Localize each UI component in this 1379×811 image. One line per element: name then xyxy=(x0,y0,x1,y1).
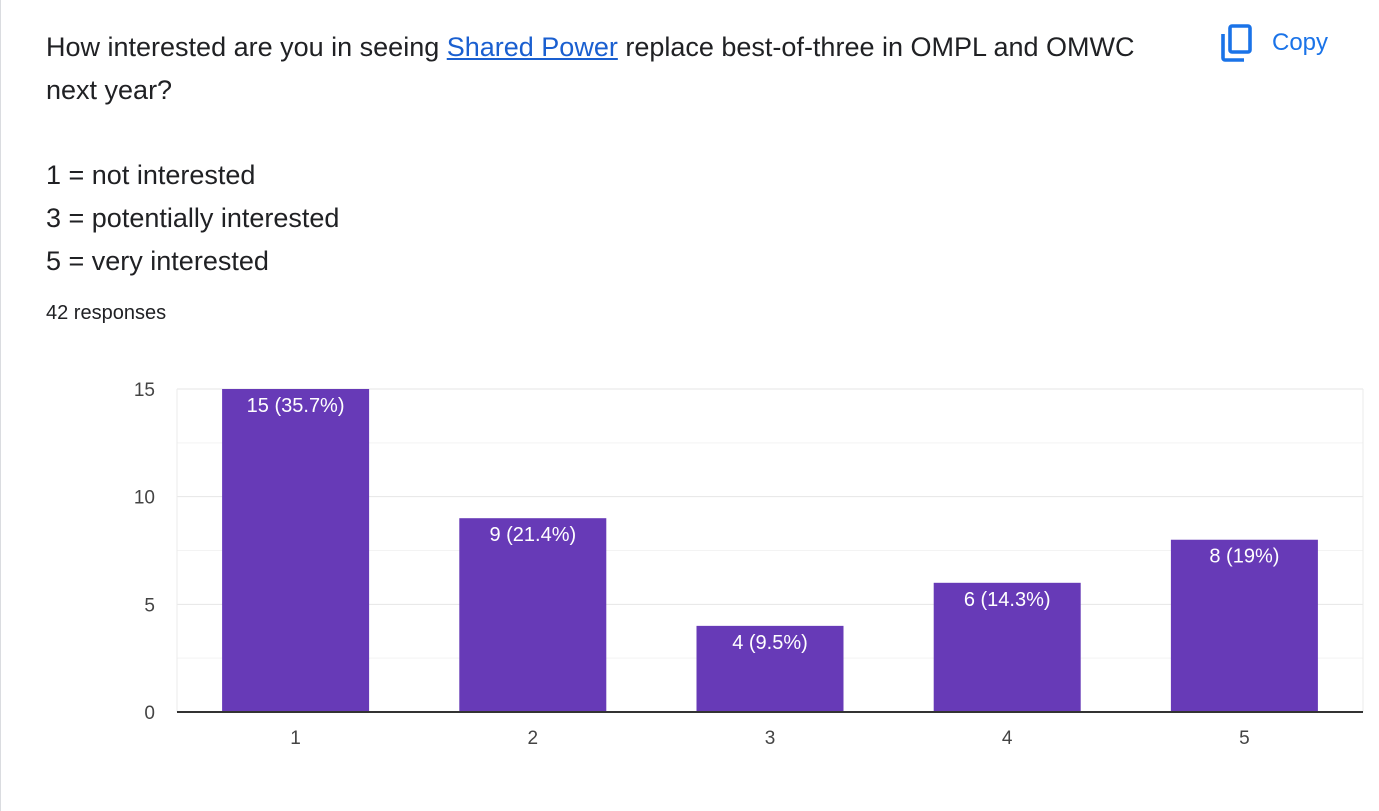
y-tick-label: 15 xyxy=(134,380,155,401)
x-tick-label: 3 xyxy=(765,728,776,749)
bar-data-label: 9 (21.4%) xyxy=(489,524,576,546)
bar-data-label: 4 (9.5%) xyxy=(732,632,808,654)
question-prefix: How interested are you in seeing xyxy=(46,32,447,62)
scale-legend-line: 1 = not interested xyxy=(46,160,256,190)
question-suffix: replace best-of-three in OMPL and OMWC n… xyxy=(46,32,1135,105)
bar xyxy=(933,582,1081,712)
responses-count: 42 responses xyxy=(46,302,167,324)
bar xyxy=(459,518,607,712)
x-tick-label: 5 xyxy=(1239,728,1250,749)
y-tick-label: 10 xyxy=(134,488,155,509)
copy-button[interactable]: Copy xyxy=(1210,20,1338,66)
x-tick-label: 2 xyxy=(528,728,539,749)
bar xyxy=(1170,539,1318,712)
bar-chart-svg: 0 5 10 15 15 (35.7%) 1 9 (21.4%) 2 4 (9.5%) 3 6 (1… xyxy=(134,380,1364,749)
x-tick-label: 4 xyxy=(1002,728,1013,749)
bar-data-label: 6 (14.3%) xyxy=(964,589,1051,611)
bar xyxy=(696,625,844,712)
scale-legend-line: 5 = very interested xyxy=(46,246,269,276)
bar xyxy=(222,389,370,712)
scale-legend-line: 3 = potentially interested xyxy=(46,203,340,233)
bar-data-label: 15 (35.7%) xyxy=(247,395,345,417)
y-tick-label: 5 xyxy=(144,595,155,616)
question-title: How interested are you in seeing Shared … xyxy=(46,26,1156,112)
bar-data-label: 8 (19%) xyxy=(1209,546,1279,568)
scale-legend: 1 = not interested 3 = potentially inter… xyxy=(46,154,339,283)
shared-power-link[interactable]: Shared Power xyxy=(446,32,618,62)
x-tick-label: 1 xyxy=(290,728,301,749)
copy-label: Copy xyxy=(1272,29,1329,56)
y-tick-label: 0 xyxy=(144,703,155,724)
bar-chart: 0 5 10 15 15 (35.7%) 1 9 (21.4%) 2 4 (9.5%) 3 6 (1… xyxy=(0,360,1379,780)
copy-icon xyxy=(1220,24,1254,62)
